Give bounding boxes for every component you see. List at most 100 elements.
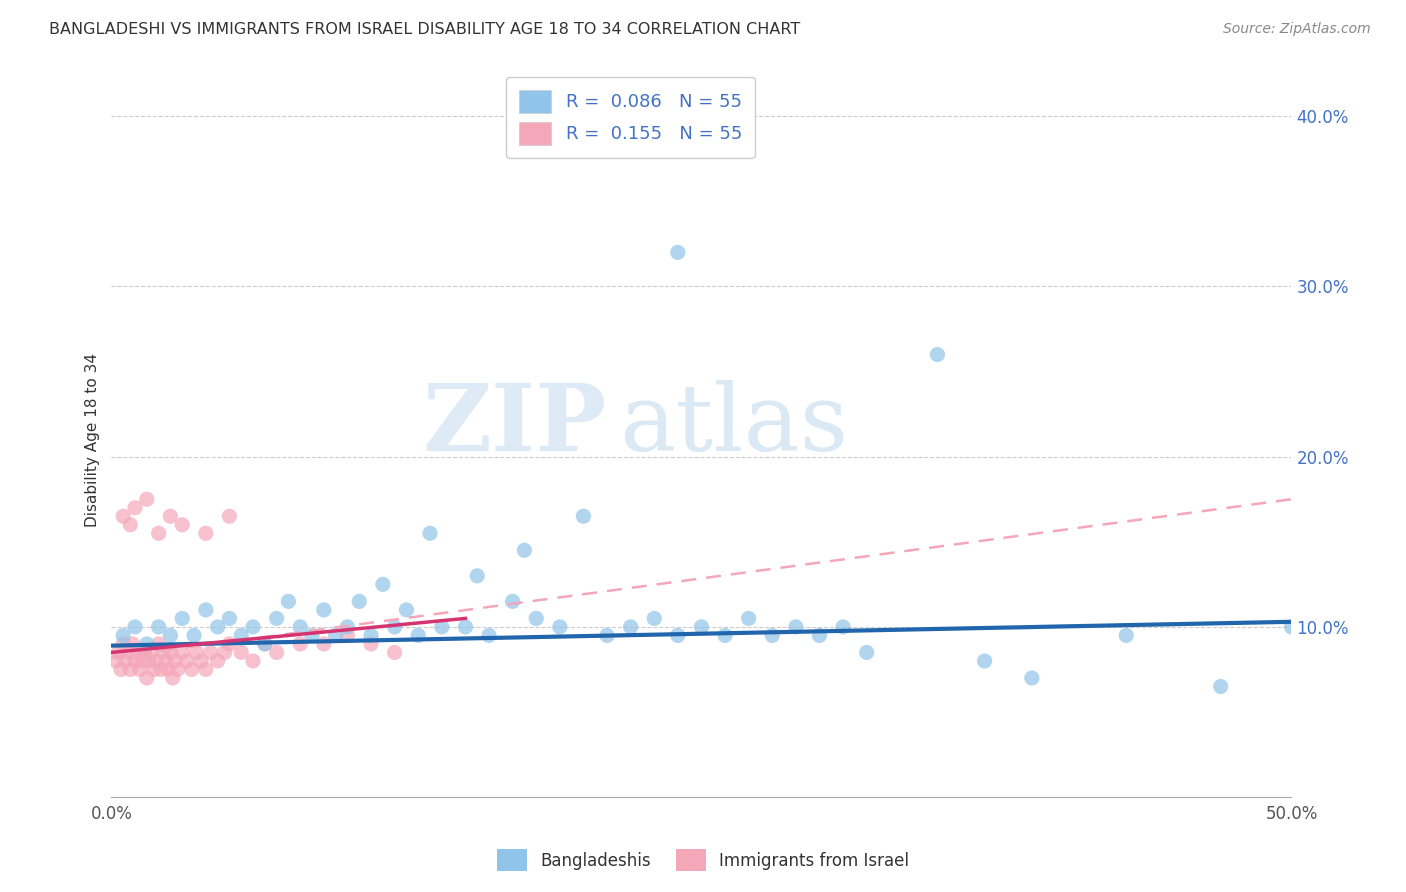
Point: [124, 500, 146, 515]
Point: [142, 663, 165, 677]
Point: [360, 637, 382, 651]
Point: [218, 611, 240, 625]
Point: [666, 245, 689, 260]
Point: [159, 645, 181, 659]
Point: [419, 526, 441, 541]
Point: [1281, 620, 1303, 634]
Point: [266, 645, 288, 659]
Point: [266, 611, 288, 625]
Point: [183, 628, 205, 642]
Point: [117, 645, 139, 659]
Point: [110, 663, 132, 677]
Point: [465, 569, 488, 583]
Point: [502, 594, 524, 608]
Point: [242, 620, 264, 634]
Point: [973, 654, 995, 668]
Point: [157, 663, 180, 677]
Point: [165, 654, 187, 668]
Point: [127, 645, 149, 659]
Point: [218, 637, 240, 651]
Point: [148, 637, 170, 651]
Point: [596, 628, 619, 642]
Point: [231, 645, 253, 659]
Point: [347, 594, 370, 608]
Point: [312, 603, 335, 617]
Point: [194, 663, 217, 677]
Text: Source: ZipAtlas.com: Source: ZipAtlas.com: [1223, 22, 1371, 37]
Point: [301, 628, 323, 642]
Point: [524, 611, 547, 625]
Point: [128, 663, 150, 677]
Point: [454, 620, 477, 634]
Point: [194, 603, 217, 617]
Point: [207, 654, 229, 668]
Point: [478, 628, 501, 642]
Point: [360, 628, 382, 642]
Point: [290, 620, 312, 634]
Point: [112, 637, 135, 651]
Point: [180, 663, 202, 677]
Legend: R =  0.086   N = 55, R =  0.155   N = 55: R = 0.086 N = 55, R = 0.155 N = 55: [506, 77, 755, 158]
Text: BANGLADESHI VS IMMIGRANTS FROM ISRAEL DISABILITY AGE 18 TO 34 CORRELATION CHART: BANGLADESHI VS IMMIGRANTS FROM ISRAEL DI…: [49, 22, 800, 37]
Point: [172, 611, 194, 625]
Point: [207, 620, 229, 634]
Point: [643, 611, 665, 625]
Point: [172, 645, 194, 659]
Point: [152, 645, 174, 659]
Point: [336, 620, 359, 634]
Point: [135, 671, 157, 685]
Point: [138, 654, 160, 668]
Point: [548, 620, 571, 634]
Point: [395, 603, 418, 617]
Legend: Bangladeshis, Immigrants from Israel: Bangladeshis, Immigrants from Israel: [488, 841, 918, 880]
Point: [135, 492, 157, 507]
Point: [277, 594, 299, 608]
Point: [312, 637, 335, 651]
Point: [690, 620, 713, 634]
Point: [666, 628, 689, 642]
Text: ZIP: ZIP: [423, 380, 607, 470]
Point: [120, 663, 142, 677]
Point: [832, 620, 855, 634]
Point: [218, 509, 240, 524]
Point: [148, 620, 170, 634]
Point: [253, 637, 276, 651]
Point: [124, 620, 146, 634]
Point: [785, 620, 807, 634]
Point: [761, 628, 783, 642]
Point: [1209, 680, 1232, 694]
Point: [371, 577, 394, 591]
Point: [572, 509, 595, 524]
Point: [927, 347, 949, 361]
Point: [214, 645, 236, 659]
Point: [149, 663, 172, 677]
Point: [131, 654, 153, 668]
Point: [166, 663, 188, 677]
Point: [200, 645, 222, 659]
Point: [141, 645, 163, 659]
Point: [513, 543, 536, 558]
Point: [231, 628, 253, 642]
Point: [135, 637, 157, 651]
Point: [159, 509, 181, 524]
Point: [176, 654, 198, 668]
Point: [134, 645, 156, 659]
Point: [430, 620, 453, 634]
Point: [159, 628, 181, 642]
Text: atlas: atlas: [619, 380, 848, 470]
Point: [620, 620, 643, 634]
Point: [155, 654, 177, 668]
Point: [162, 671, 184, 685]
Point: [384, 620, 406, 634]
Point: [124, 654, 146, 668]
Point: [190, 654, 212, 668]
Point: [112, 628, 135, 642]
Point: [145, 654, 167, 668]
Point: [121, 637, 143, 651]
Point: [808, 628, 831, 642]
Point: [242, 654, 264, 668]
Point: [714, 628, 737, 642]
Point: [406, 628, 429, 642]
Point: [172, 517, 194, 532]
Point: [114, 654, 136, 668]
